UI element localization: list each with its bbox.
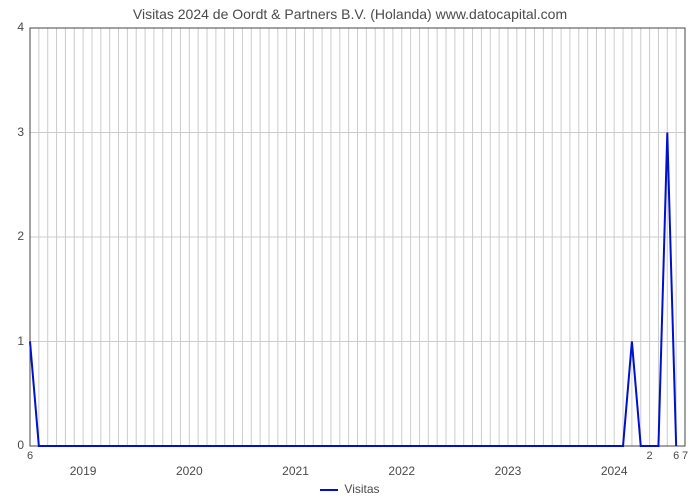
x-year-label: 2024 xyxy=(589,464,639,478)
y-tick-label: 3 xyxy=(4,125,24,139)
line-chart xyxy=(0,0,700,500)
x-secondary-label: 6 xyxy=(24,450,36,462)
x-year-label: 2019 xyxy=(58,464,108,478)
legend: Visitas xyxy=(0,482,700,496)
x-year-label: 2022 xyxy=(377,464,427,478)
x-secondary-label: 7 xyxy=(679,450,691,462)
chart-container: Visitas 2024 de Oordt & Partners B.V. (H… xyxy=(0,0,700,500)
y-tick-label: 1 xyxy=(4,334,24,348)
y-tick-label: 2 xyxy=(4,229,24,243)
legend-label: Visitas xyxy=(344,482,379,496)
x-year-label: 2020 xyxy=(164,464,214,478)
x-year-label: 2021 xyxy=(271,464,321,478)
y-tick-label: 4 xyxy=(4,20,24,34)
y-tick-label: 0 xyxy=(4,438,24,452)
x-secondary-label: 2 xyxy=(644,450,656,462)
x-year-label: 2023 xyxy=(483,464,533,478)
legend-swatch xyxy=(320,489,338,491)
